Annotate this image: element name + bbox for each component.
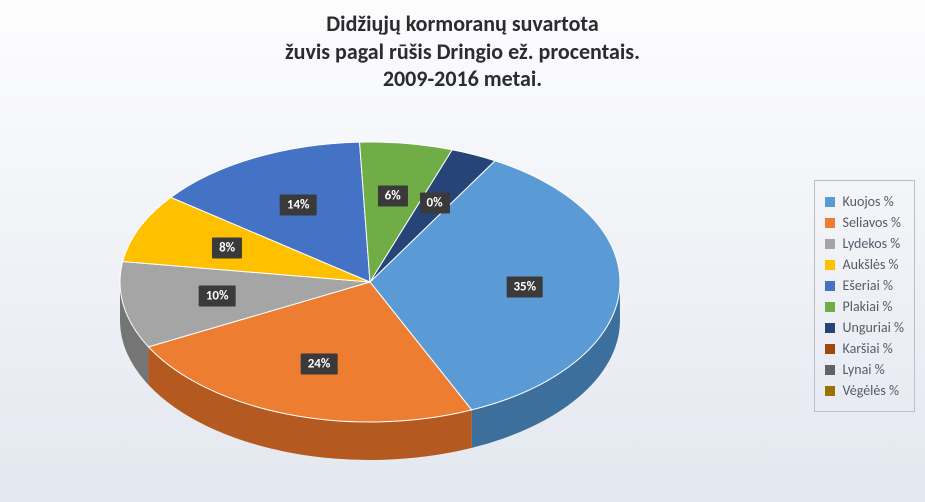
legend-item: Ešeriai % xyxy=(825,277,904,294)
pie-data-label: 0% xyxy=(419,193,449,214)
pie-data-label: 35% xyxy=(506,276,543,297)
legend-item: Kuojos % xyxy=(825,193,904,210)
legend-label: Karšiai % xyxy=(843,340,893,357)
legend-item: Unguriai % xyxy=(825,319,904,336)
legend-swatch xyxy=(825,302,835,312)
legend-swatch xyxy=(825,386,835,396)
legend-label: Kuojos % xyxy=(843,193,894,210)
pie-data-label: 8% xyxy=(212,238,242,259)
chart-title: Didžiųjų kormoranų suvartotažuvis pagal … xyxy=(0,0,925,93)
legend-item: Plakiai % xyxy=(825,298,904,315)
legend-label: Unguriai % xyxy=(843,319,904,336)
chart-title-line: 2009-2016 metai. xyxy=(0,65,925,93)
chart-title-line: žuvis pagal rūšis Dringio ež. procentais… xyxy=(0,38,925,66)
legend-swatch xyxy=(825,197,835,207)
legend-label: Aukšlės % xyxy=(843,256,899,273)
legend-item: Seliavos % xyxy=(825,214,904,231)
legend-label: Lynai % xyxy=(843,361,885,378)
legend-swatch xyxy=(825,365,835,375)
pie-data-label: 14% xyxy=(280,195,317,216)
legend-label: Ešeriai % xyxy=(843,277,893,294)
pie-data-label: 24% xyxy=(301,353,338,374)
legend-swatch xyxy=(825,323,835,333)
legend: Kuojos % Seliavos % Lydekos % Aukšlės % Ešer… xyxy=(814,180,915,412)
legend-swatch xyxy=(825,281,835,291)
legend-item: Karšiai % xyxy=(825,340,904,357)
legend-item: Lydekos % xyxy=(825,235,904,252)
legend-swatch xyxy=(825,218,835,228)
legend-swatch xyxy=(825,239,835,249)
legend-label: Vėgėlės % xyxy=(843,382,899,399)
legend-item: Aukšlės % xyxy=(825,256,904,273)
pie-data-label: 10% xyxy=(199,286,236,307)
pie-chart: 35% 24% 10% 8% 14% 6% 0% xyxy=(90,122,650,482)
legend-swatch xyxy=(825,260,835,270)
legend-item: Lynai % xyxy=(825,361,904,378)
legend-item: Vėgėlės % xyxy=(825,382,904,399)
legend-label: Plakiai % xyxy=(843,298,893,315)
legend-label: Lydekos % xyxy=(843,235,901,252)
pie-data-label: 6% xyxy=(378,186,408,207)
chart-title-line: Didžiųjų kormoranų suvartota xyxy=(0,10,925,38)
legend-swatch xyxy=(825,344,835,354)
legend-label: Seliavos % xyxy=(843,214,902,231)
